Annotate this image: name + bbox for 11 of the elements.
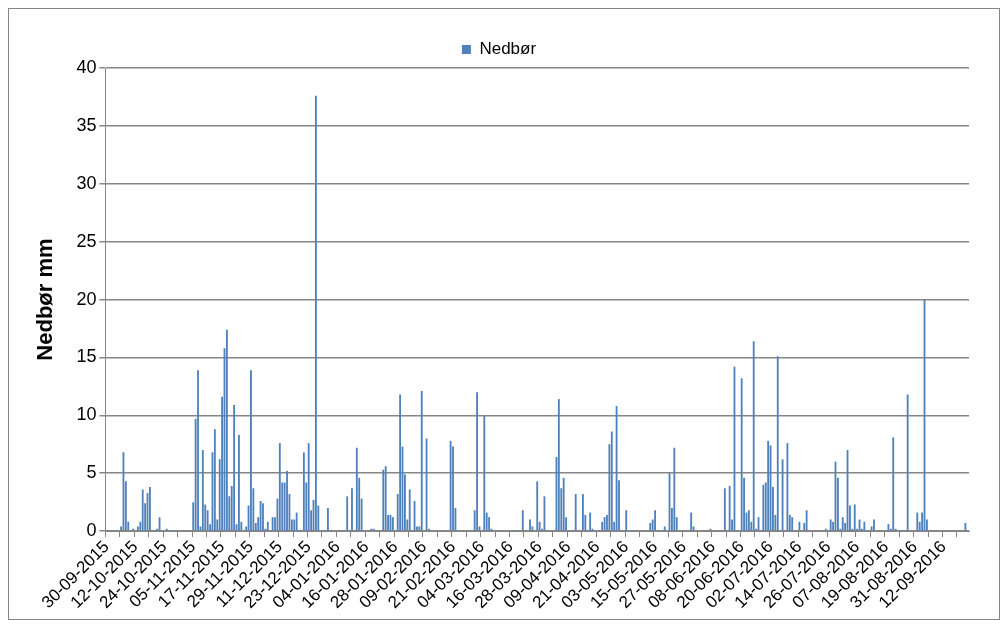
y-tick-label: 20 [76, 288, 97, 309]
legend-label: Nedbør [479, 39, 537, 59]
y-tick-label: 30 [76, 172, 97, 193]
y-tick-label: 15 [76, 346, 97, 367]
y-axis-title: Nedbør mm [32, 238, 58, 361]
y-tick-label: 25 [76, 230, 97, 251]
y-tick-label: 0 [86, 520, 97, 541]
y-tick-label: 40 [76, 56, 97, 77]
y-tick-label: 5 [86, 462, 97, 483]
y-tick-label: 10 [76, 404, 97, 425]
y-tick-label: 35 [76, 114, 97, 135]
